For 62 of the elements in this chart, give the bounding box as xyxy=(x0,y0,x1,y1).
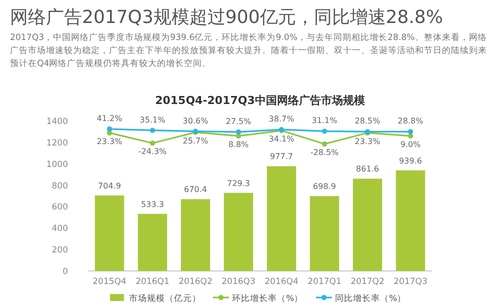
y-tick-label: 1200 xyxy=(46,138,68,148)
x-tick-label: 2017Q2 xyxy=(350,277,384,287)
point xyxy=(408,129,414,134)
bar xyxy=(396,170,426,271)
point xyxy=(150,140,156,146)
y-tick-label: 1000 xyxy=(46,160,68,170)
bar xyxy=(352,178,382,271)
y-tick-label: 800 xyxy=(52,181,68,192)
y-tick-label: 400 xyxy=(52,224,68,234)
data-label: -28.5% xyxy=(310,148,340,157)
data-label: 30.6% xyxy=(182,116,209,126)
data-label: 41.2% xyxy=(96,114,123,123)
bar xyxy=(310,196,340,271)
bar xyxy=(224,192,254,271)
bar xyxy=(266,166,296,271)
data-label: 34.1% xyxy=(268,134,295,144)
point xyxy=(322,128,328,134)
y-tick-label: 0 xyxy=(62,267,68,277)
data-label: -24.3% xyxy=(138,147,168,156)
data-label: 23.3% xyxy=(354,136,381,146)
data-label: 704.9 xyxy=(98,181,121,190)
data-label: 729.3 xyxy=(227,178,250,188)
point xyxy=(322,141,328,147)
x-tick-label: 2016Q3 xyxy=(222,277,256,287)
data-label: 8.8% xyxy=(228,140,250,149)
point xyxy=(106,126,112,132)
data-label: 35.1% xyxy=(140,115,166,124)
y-tick-label: 600 xyxy=(52,202,68,213)
data-label: 9.0% xyxy=(400,140,422,149)
x-tick-label: 2017Q3 xyxy=(394,277,428,287)
legend-label: 环比增长率（%） xyxy=(232,293,304,304)
data-label: 28.8% xyxy=(398,116,424,126)
chart-title: 网络广告2017Q3规模超过900亿元，同比增速28.8% xyxy=(10,6,443,29)
text: 2015Q4-2017Q3中国网络广告市场规模 xyxy=(155,94,366,107)
point xyxy=(150,128,156,133)
bar xyxy=(180,199,210,271)
data-label: 698.9 xyxy=(313,182,336,192)
data-label: 27.5% xyxy=(226,116,252,126)
data-label: 25.7% xyxy=(182,136,209,146)
data-label: 31.1% xyxy=(312,116,338,126)
legend-label: 同比增长率（%） xyxy=(335,293,406,304)
chart-subtitle: 2017Q3，中国网络广告季度市场规模为939.6亿元，环比增长率为9.0%，与去年同期相比增长28.8%。整体来看，网络广告市场增速较为稳定，广告主在下半年的投放预算有较大提升。随着十一假期、双十一、圣诞等活动和节日的陆续到来预计在Q4网络广告规模仍将具有较大的增长空间。 xyxy=(10,32,488,71)
x-tick-label: 2016Q1 xyxy=(136,277,170,287)
data-label: 23.3% xyxy=(96,136,123,146)
bar xyxy=(138,214,168,271)
y-tick-label: 200 xyxy=(52,246,68,256)
x-tick-label: 2015Q4 xyxy=(92,277,126,287)
bar xyxy=(94,195,124,271)
x-tick-label: 2016Q4 xyxy=(264,277,298,287)
point xyxy=(236,129,242,135)
data-label: 38.7% xyxy=(268,114,295,124)
data-label: 28.5% xyxy=(354,116,381,126)
data-label: 939.6 xyxy=(399,156,422,166)
data-label: 977.7 xyxy=(270,152,293,162)
point xyxy=(408,133,414,139)
x-tick-label: 2016Q2 xyxy=(178,277,212,287)
legend-label: 市场规模（亿元） xyxy=(129,293,201,304)
y-tick-label: 1400 xyxy=(46,117,68,127)
data-label: 533.3 xyxy=(141,200,164,209)
data-label: 861.6 xyxy=(356,164,379,174)
x-tick-label: 2017Q1 xyxy=(308,277,342,287)
data-label: 670.4 xyxy=(184,185,207,194)
